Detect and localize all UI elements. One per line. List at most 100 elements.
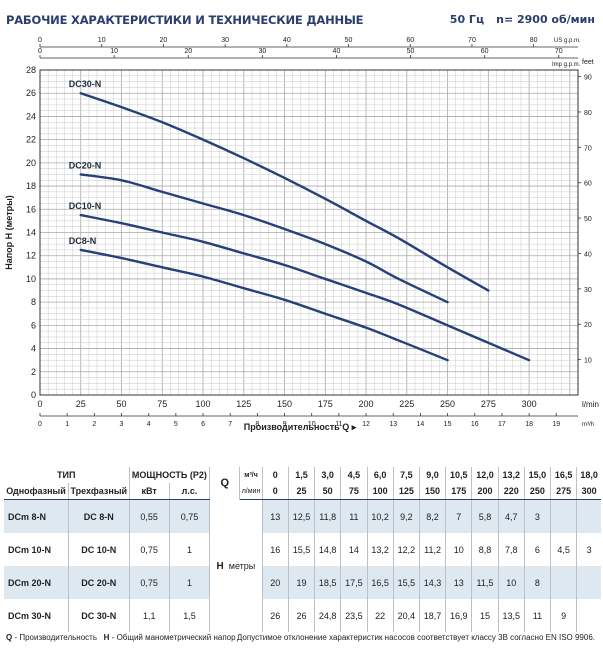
three-phase-model: DC 10-N [68,533,130,566]
series-label: DC20-N [69,160,102,170]
feet-tick-label: 80 [584,110,592,117]
us-gpm-tick-label: 50 [345,37,353,44]
footer-h-key: H [103,633,110,642]
feet-tick-label: 10 [584,358,592,365]
x-tick-label-lmin: 150 [277,399,292,409]
head-value-cell: 14,8 [314,533,342,566]
performance-table: ТИП МОЩНОСТЬ (P2) Q м³/ч 0 1,5 3,0 4,5 6,0 7,… [4,467,601,632]
header-specs: 50 Гц n= 2900 об/мин [438,13,595,26]
flow-lmin-cell: 75 [340,483,368,500]
head-value-cell: 6 [524,533,552,566]
x-tick-label-lmin: 125 [236,399,251,409]
head-value-cell: 23,5 [340,599,368,632]
head-value-cell: 7,8 [498,533,525,566]
x-tick-label-lmin: 25 [76,399,86,409]
x-tick-label-m3h: 15 [444,421,452,428]
head-label: H метры [209,499,263,632]
y-tick-label: 26 [26,88,36,98]
speed-label: n= 2900 об/мин [496,13,595,26]
us-gpm-unit: US g.p.m. [554,38,581,44]
x-tick-label-lmin: 225 [399,399,414,409]
us-gpm-tick-label: 60 [406,37,414,44]
y-tick-label: 8 [31,297,36,307]
flow-m3h-cell: 18,0 [580,470,598,480]
y-tick-label: 16 [26,204,36,214]
head-value-cell: 19 [288,566,316,599]
x-tick-label-m3h: 4 [147,421,151,428]
x-tick-label-m3h: 6 [201,421,205,428]
flow-m3h-cell: 16,5 [550,467,578,483]
flow-lmin-cell: 200 [471,483,499,500]
head-value-cell: 11,5 [471,566,499,599]
head-value-cell [550,566,578,599]
head-value-cell: 13 [445,566,473,599]
head-value-cell: 14 [340,533,368,566]
three-phase-header: Трехфазный [68,483,130,500]
head-value-cell: 10 [498,566,525,599]
x-tick-label-lmin: 200 [359,399,374,409]
head-value-cell: 24,8 [314,599,342,632]
x-tick-label-m3h: 14 [417,421,425,428]
table-row: DCm 20-N DC 20-N 0,75 1 20 19 18,5 17,5 16,5 15,5… [4,566,601,599]
head-value-cell: 11 [340,499,368,533]
footer-h-desc: - Общий манометрический напор [109,633,236,642]
single-phase-model: DCm 20-N [4,566,70,599]
feet-tick-label: 90 [584,75,592,82]
x-tick-label-m3h: 1 [65,421,69,428]
footer-legend: Q - Производительность H - Общий маномет… [6,633,236,642]
power-hp: 0,75 [169,499,211,533]
imp-gpm-tick-label: 60 [481,48,489,55]
y-tick-label: 4 [31,344,36,354]
curve-dc20-n [79,173,449,304]
head-value-cell: 9,2 [393,499,420,533]
x-unit-lmin: l/min [582,400,599,409]
x-tick-label-lmin: 275 [481,399,496,409]
single-phase-header: Однофазный [4,483,70,500]
flow-lmin-cell: 0 [262,483,289,500]
y-tick-label: 0 [31,390,36,400]
head-value-cell: 20,4 [393,599,420,632]
head-value-cell: 3 [524,499,552,533]
single-phase-model: DCm 8-N [4,499,70,533]
table-row: DCm 10-N DC 10-N 0,75 1 16 15,5 14,8 14 13,2 12,2… [4,533,601,566]
head-value-cell: 11 [524,599,552,632]
h-symbol: H [216,560,224,572]
x-axis-label: Производительность Q ▸ [244,422,357,432]
head-value-cell: 17,5 [340,566,368,599]
flow-lmin-cell: 25 [288,483,316,500]
head-value-cell: 4,7 [498,499,525,533]
feet-tick-label: 30 [584,287,592,294]
x-tick-label-lmin: 50 [117,399,127,409]
x-tick-label-lmin: 300 [522,399,537,409]
head-value-cell: 18,5 [314,566,342,599]
flow-m3h-cell: 12,0 [471,467,499,483]
feet-tick-label: 60 [584,181,592,188]
x-tick-label-m3h: 16 [471,421,479,428]
feet-tick-label: 40 [584,251,592,258]
flow-m3h-cell: 1,5 [288,467,316,483]
page-title: РАБОЧИЕ ХАРАКТЕРИСТИКИ И ТЕХНИЧЕСКИЕ ДАН… [6,13,364,27]
flow-lmin-cell: 125 [393,483,420,500]
head-value-cell: 26 [288,599,316,632]
power-kw: 0,75 [129,566,170,599]
head-value-cell: 3 [586,544,592,555]
imp-gpm-tick-label: 0 [38,48,42,55]
table-row: DCm 30-N DC 30-N 1,1 1,5 26 26 24,8 23,5 22 20,4 1… [4,599,601,632]
x-tick-label-lmin: 75 [157,399,167,409]
head-value-cell: 14,3 [419,566,447,599]
power-header: МОЩНОСТЬ (P2) [129,467,211,483]
imp-gpm-tick-label: 30 [258,48,266,55]
y-tick-label: 24 [26,111,36,121]
hp-header: л.с. [169,483,211,500]
q-header: Q [209,467,241,500]
y-tick-label: 22 [26,135,36,145]
us-gpm-tick-label: 0 [38,37,42,44]
flow-m3h-cell: 3,0 [314,467,342,483]
flow-m3h-cell: 15,0 [524,467,552,483]
us-gpm-tick-label: 80 [530,37,538,44]
x-tick-label-lmin: 250 [440,399,455,409]
imp-gpm-tick-label: 20 [184,48,192,55]
feet-tick-label: 50 [584,216,592,223]
head-value-cell [577,599,601,632]
